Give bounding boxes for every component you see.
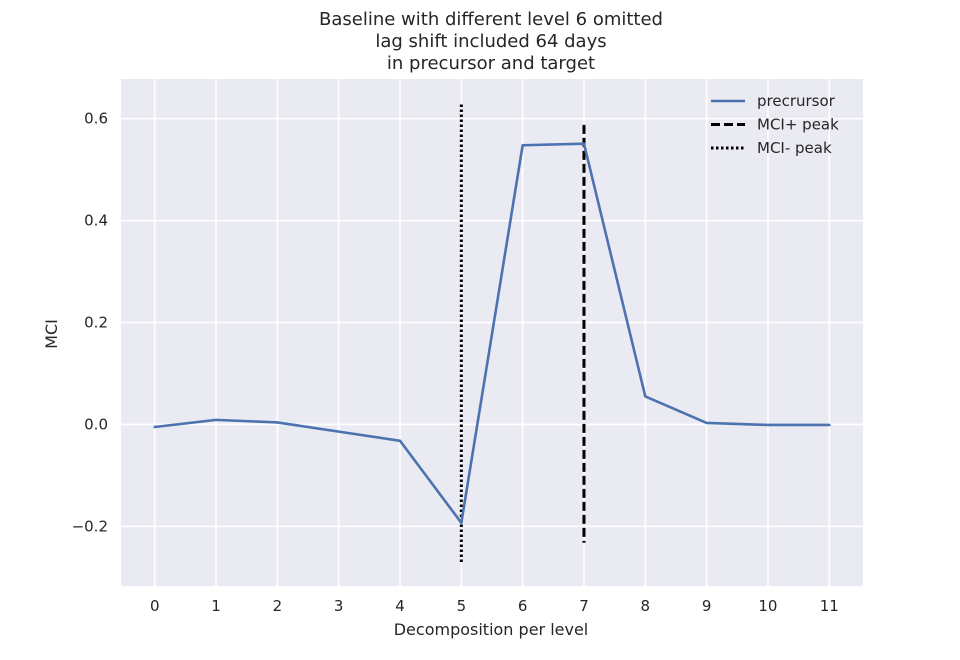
series-line [153, 142, 831, 525]
legend: precrursor MCI+ peak MCI- peak [711, 92, 839, 157]
grid [121, 79, 863, 586]
y-tick-label: −0.2 [72, 517, 108, 535]
x-tick-label: 7 [579, 597, 589, 615]
series-layer [153, 142, 831, 525]
vlines [459, 104, 586, 564]
x-tick-label: 5 [457, 597, 467, 615]
x-tick-label: 11 [820, 597, 839, 615]
x-tick-label: 3 [334, 597, 344, 615]
x-tick-label: 8 [641, 597, 651, 615]
x-axis-ticks: 0 1 2 3 4 5 6 7 8 9 10 11 [150, 597, 839, 615]
x-tick-label: 4 [395, 597, 405, 615]
y-tick-label: 0.6 [84, 110, 108, 128]
x-tick-label: 10 [758, 597, 777, 615]
x-tick-label: 0 [150, 597, 160, 615]
x-tick-label: 2 [273, 597, 283, 615]
title-line-1: Baseline with different level 6 omitted [319, 9, 663, 30]
legend-label: MCI- peak [757, 139, 832, 157]
y-tick-label: 0.2 [84, 314, 108, 332]
title-line-2: lag shift included 64 days [375, 31, 606, 52]
x-tick-label: 9 [702, 597, 712, 615]
legend-label: precrursor [757, 92, 836, 110]
title-line-3: in precursor and target [387, 53, 595, 74]
y-tick-label: 0.0 [84, 415, 108, 433]
x-tick-label: 6 [518, 597, 528, 615]
legend-label: MCI+ peak [757, 116, 839, 134]
y-axis-label: MCI [42, 319, 61, 349]
x-tick-label: 1 [211, 597, 221, 615]
chart-title: Baseline with different level 6 omitted … [319, 9, 663, 74]
x-axis-label: Decomposition per level [394, 620, 589, 639]
y-axis-ticks: −0.2 0.0 0.2 0.4 0.6 [72, 110, 108, 536]
y-tick-label: 0.4 [84, 212, 108, 230]
